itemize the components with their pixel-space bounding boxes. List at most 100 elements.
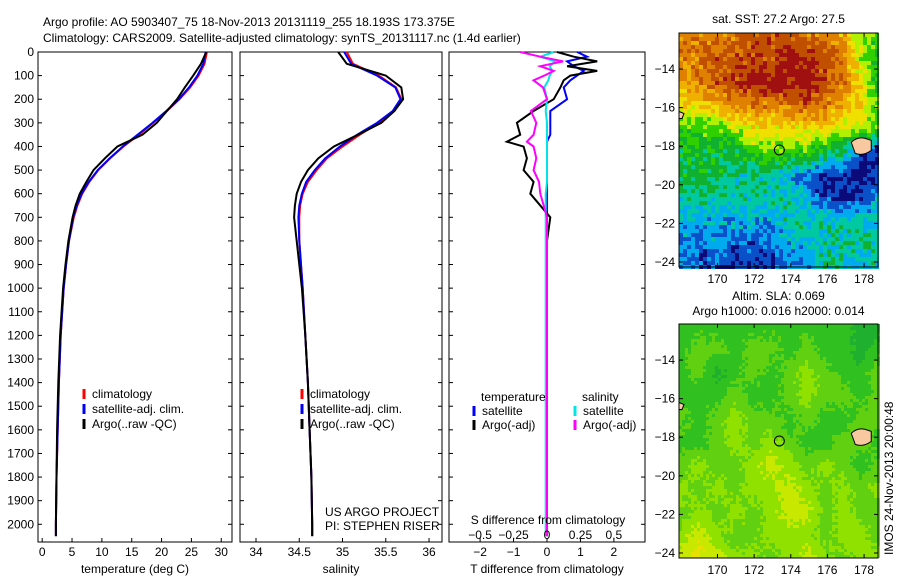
heatmap-cell xyxy=(695,121,699,125)
heatmap-cell xyxy=(787,378,790,381)
heatmap-cell xyxy=(831,93,835,97)
heatmap-cell xyxy=(707,97,711,101)
heatmap-cell xyxy=(757,378,760,381)
heatmap-cell xyxy=(844,381,847,384)
heatmap-cell xyxy=(679,233,683,237)
series-line-satellite-adj-clim- xyxy=(56,52,206,536)
heatmap-cell xyxy=(763,65,767,69)
heatmap-cell xyxy=(679,197,683,201)
heatmap-cell xyxy=(694,390,697,393)
heatmap-cell xyxy=(811,333,814,336)
heatmap-cell xyxy=(759,37,763,41)
y-tick-label: 400 xyxy=(14,139,34,153)
heatmap-cell xyxy=(820,363,823,366)
heatmap-cell xyxy=(727,177,731,181)
heatmap-cell xyxy=(814,384,817,387)
heatmap-cell xyxy=(805,399,808,402)
heatmap-cell xyxy=(723,193,727,197)
heatmap-cell xyxy=(727,101,731,105)
s-tick-label: 0.25 xyxy=(569,528,593,542)
heatmap-cell xyxy=(839,185,843,189)
heatmap-cell xyxy=(793,393,796,396)
heatmap-cell xyxy=(755,125,759,129)
heatmap-cell xyxy=(711,85,715,89)
heatmap-cell xyxy=(783,229,787,233)
heatmap-cell xyxy=(703,339,706,342)
heatmap-cell xyxy=(700,360,703,363)
heatmap-cell xyxy=(867,73,871,77)
heatmap-cell xyxy=(719,89,723,93)
heatmap-cell xyxy=(811,209,815,213)
heatmap-cell xyxy=(793,372,796,375)
heatmap-cell xyxy=(859,261,863,265)
heatmap-cell xyxy=(719,137,723,141)
heatmap-cell xyxy=(871,237,875,241)
heatmap-cell xyxy=(763,185,767,189)
heatmap-cell xyxy=(707,161,711,165)
heatmap-cell xyxy=(703,105,707,109)
heatmap-cell xyxy=(703,387,706,390)
heatmap-cell xyxy=(700,366,703,369)
heatmap-cell xyxy=(715,149,719,153)
heatmap-cell xyxy=(859,157,863,161)
heatmap-cell xyxy=(799,149,803,153)
heatmap-cell xyxy=(699,197,703,201)
heatmap-cell xyxy=(795,101,799,105)
heatmap-cell xyxy=(850,333,853,336)
heatmap-cell xyxy=(683,105,687,109)
heatmap-cell xyxy=(711,225,715,229)
heatmap-cell xyxy=(823,237,827,241)
heatmap-cell xyxy=(718,336,721,339)
heatmap-cell xyxy=(853,327,856,330)
heatmap-cell xyxy=(733,333,736,336)
heatmap-cell xyxy=(867,185,871,189)
heatmap-cell xyxy=(781,363,784,366)
heatmap-cell xyxy=(779,61,783,65)
heatmap-cell xyxy=(791,173,795,177)
heatmap-cell xyxy=(871,257,875,261)
heatmap-cell xyxy=(838,339,841,342)
heatmap-cell xyxy=(838,366,841,369)
heatmap-cell xyxy=(727,145,731,149)
heatmap-cell xyxy=(772,369,775,372)
heatmap-cell xyxy=(751,157,755,161)
heatmap-cell xyxy=(831,165,835,169)
heatmap-cell xyxy=(769,357,772,360)
heatmap-cell xyxy=(859,360,862,363)
heatmap-cell xyxy=(807,213,811,217)
heatmap-cell xyxy=(703,333,706,336)
heatmap-cell xyxy=(832,372,835,375)
heatmap-cell xyxy=(707,149,711,153)
y-tick-label: 1500 xyxy=(7,399,34,413)
heatmap-cell xyxy=(685,393,688,396)
heatmap-cell xyxy=(803,113,807,117)
heatmap-cell xyxy=(775,73,779,77)
heatmap-cell xyxy=(815,49,819,53)
heatmap-cell xyxy=(781,393,784,396)
heatmap-cell xyxy=(718,393,721,396)
heatmap-cell xyxy=(795,113,799,117)
heatmap-cell xyxy=(767,165,771,169)
heatmap-cell xyxy=(874,363,877,366)
heatmap-cell xyxy=(863,253,867,257)
heatmap-cell xyxy=(874,336,877,339)
heatmap-cell xyxy=(819,129,823,133)
heatmap-cell xyxy=(751,342,754,345)
heatmap-cell xyxy=(791,241,795,245)
heatmap-cell xyxy=(859,339,862,342)
heatmap-cell xyxy=(814,342,817,345)
heatmap-cell xyxy=(863,105,867,109)
heatmap-cell xyxy=(847,33,851,37)
heatmap-cell xyxy=(805,384,808,387)
heatmap-cell xyxy=(859,97,863,101)
heatmap-cell xyxy=(823,345,826,348)
heatmap-cell xyxy=(727,366,730,369)
heatmap-cell xyxy=(819,45,823,49)
heatmap-cell xyxy=(739,109,743,113)
heatmap-cell xyxy=(851,181,855,185)
heatmap-cell xyxy=(748,348,751,351)
heatmap-cell xyxy=(715,233,719,237)
heatmap-cell xyxy=(709,396,712,399)
heatmap-cell xyxy=(772,354,775,357)
heatmap-cell xyxy=(711,141,715,145)
